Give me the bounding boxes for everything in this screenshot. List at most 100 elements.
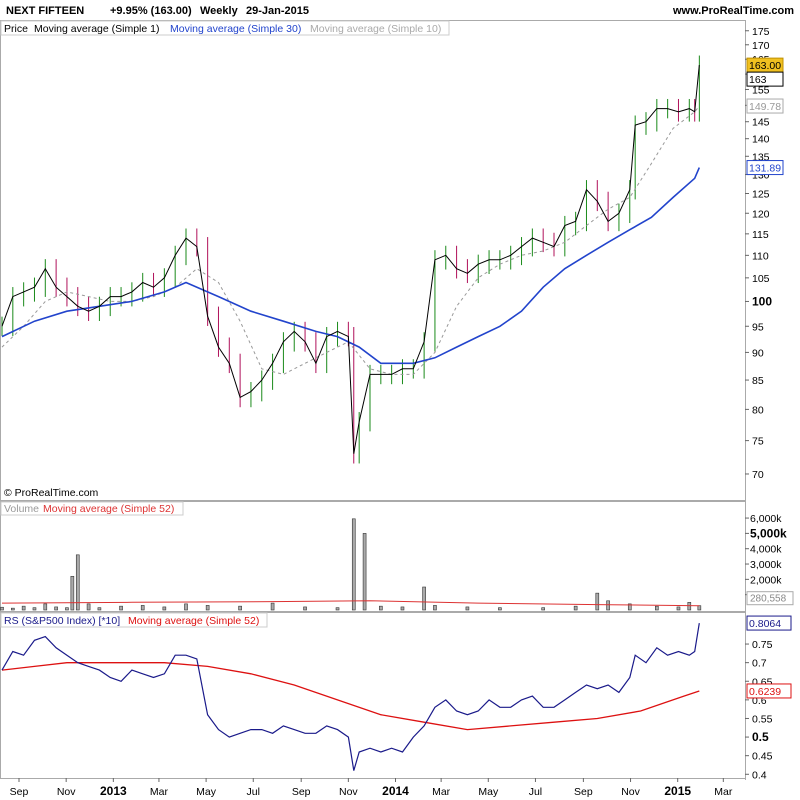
volume-bar — [697, 605, 702, 611]
price-tick-label: 90 — [752, 347, 764, 359]
volume-tick-label: 4,000k — [750, 544, 782, 556]
axes-layer: 1751701651601551501451401351301251201151… — [10, 26, 794, 798]
volume-tick-label: 2,000k — [750, 574, 782, 586]
x-tick-label: Sep — [574, 786, 593, 798]
site-label: www.ProRealTime.com — [672, 5, 794, 17]
volume-bar — [606, 600, 610, 611]
x-tick-label: May — [196, 786, 217, 798]
x-tick-label: 2015 — [664, 784, 691, 798]
volume-bar — [655, 605, 659, 611]
ma30-line — [1, 167, 701, 365]
x-tick-label: May — [478, 786, 499, 798]
volume-bar — [573, 605, 578, 611]
volume-bar — [498, 607, 502, 611]
volume-bar — [97, 607, 102, 611]
x-tick-label: Nov — [339, 786, 358, 798]
legend-ma10: Moving average (Simple 10) — [310, 23, 441, 35]
rs-line — [1, 623, 700, 771]
rs-ma-badge: 0.6239 — [749, 686, 781, 698]
x-tick-label: Nov — [621, 786, 640, 798]
rs-panel — [0, 612, 746, 779]
price-layer — [1, 55, 701, 464]
x-tick-label: Mar — [714, 786, 733, 798]
legend-ma30: Moving average (Simple 30) — [170, 23, 301, 35]
price-tick-label: 105 — [752, 273, 770, 285]
volume-bar — [0, 606, 4, 611]
rs-tick-label: 0.5 — [752, 730, 769, 744]
rs-tick-label: 0.55 — [752, 713, 773, 725]
header-bar — [0, 0, 800, 20]
price-legend: Price Moving average (Simple 1) Moving a… — [0, 20, 450, 36]
volume-bar — [595, 592, 600, 611]
ma10-line — [1, 105, 700, 375]
volume-badge: 280,558 — [750, 594, 787, 605]
volume-bar — [238, 605, 242, 611]
price-tick-label: 140 — [752, 134, 770, 146]
volume-bar — [351, 518, 356, 611]
price-tick-label: 85 — [752, 375, 764, 387]
last-price-badge: 163.00 — [749, 60, 781, 72]
volume-bar — [162, 606, 167, 611]
instrument-name: NEXT FIFTEEN — [6, 5, 84, 17]
volume-bar — [65, 607, 69, 611]
legend-volume: Volume — [4, 503, 39, 515]
legend-rs: RS (S&P500 Index) [*10] — [4, 615, 120, 627]
price-tick-label: 120 — [752, 208, 770, 220]
rs-layer — [1, 623, 700, 771]
copyright: © ProRealTime.com — [4, 487, 99, 499]
volume-bar — [11, 607, 15, 611]
ma1-badge: 163 — [749, 74, 767, 86]
price-tick-label: 155 — [752, 84, 770, 96]
volume-bar — [335, 607, 340, 611]
volume-bar — [119, 605, 123, 611]
price-tick-label: 175 — [752, 26, 770, 38]
price-tick-label: 75 — [752, 436, 764, 448]
rs-ma-badge-box — [746, 683, 792, 699]
volume-badge-box — [746, 591, 794, 606]
ma30-badge: 131.89 — [749, 163, 781, 175]
volume-bar — [303, 606, 307, 611]
volume-bar — [541, 607, 545, 611]
legend-ma1: Moving average (Simple 1) — [34, 23, 159, 35]
rs-tick-label: 0.4 — [752, 769, 767, 781]
x-tick-label: Sep — [292, 786, 311, 798]
volume-bar — [43, 603, 48, 611]
volume-bar — [140, 605, 145, 611]
price-panel — [0, 20, 746, 501]
ma10-badge: 149.78 — [749, 101, 781, 113]
x-tick-label: Nov — [57, 786, 76, 798]
price-tick-label: 80 — [752, 404, 764, 416]
date-label: 29-Jan-2015 — [246, 5, 309, 17]
price-tick-label: 125 — [752, 189, 770, 201]
volume-layer — [0, 518, 702, 611]
price-tick-label: 95 — [752, 321, 764, 333]
volume-bar — [362, 533, 367, 611]
volume-bar — [270, 602, 275, 611]
price-tick-label: 100 — [752, 294, 772, 308]
ma30-badge-box — [746, 160, 784, 176]
volume-bar — [422, 586, 426, 611]
volume-bar — [687, 602, 692, 611]
price-tick-label: 70 — [752, 469, 764, 481]
volume-bar — [21, 605, 26, 611]
rs-legend: RS (S&P500 Index) [*10] Moving average (… — [0, 612, 268, 628]
rs-ma-line — [1, 662, 700, 731]
x-tick-label: 2014 — [382, 784, 409, 798]
volume-tick-label: 3,000k — [750, 559, 782, 571]
x-tick-label: 2013 — [100, 784, 127, 798]
volume-tick-label: 5,000k — [750, 526, 787, 540]
volume-bar — [54, 606, 58, 611]
x-tick-label: Mar — [432, 786, 451, 798]
x-tick-label: Jul — [247, 786, 260, 798]
price-tick-label: 115 — [752, 229, 769, 241]
volume-panel — [0, 501, 746, 612]
period-label: Weekly — [200, 5, 239, 17]
ma1-line — [1, 65, 700, 454]
volume-bar — [465, 606, 470, 611]
rs-badge-box — [746, 615, 792, 631]
volume-bar — [400, 606, 405, 611]
volume-bar — [86, 603, 91, 611]
volume-bar — [379, 605, 383, 611]
ma10-badge-box — [746, 98, 784, 114]
